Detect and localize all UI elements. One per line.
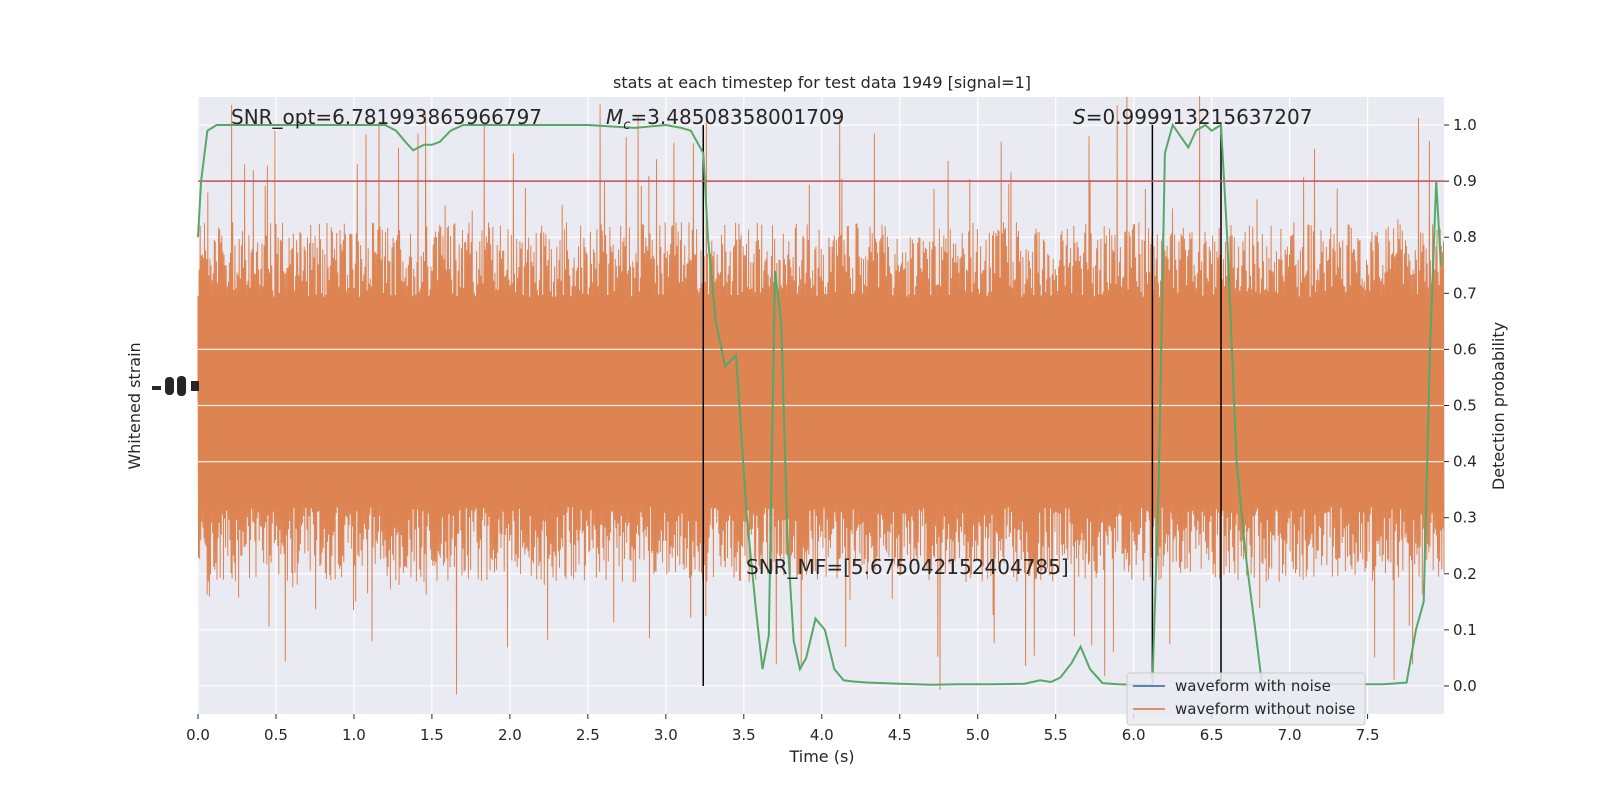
x-tick-label: 5.5 [1044,726,1068,744]
x-axis-ticks: 0.0 0.5 1.0 1.5 2.0 2.5 3.0 3.5 4.0 4.5 5.0 5.5 6.0 6… [186,714,1380,744]
snr-opt-annotation: SNR_opt=6.781993865966797 [231,105,542,129]
x-tick-label: 2.0 [498,726,522,744]
legend: waveform with noise waveform without noi… [1126,672,1366,726]
chirp-mass-symbol: M [606,105,623,129]
detection-probability-line [197,122,1442,686]
s-annotation: S=0.999913215637207 [1073,105,1312,129]
x-tick-label: 7.0 [1278,726,1302,744]
y-tick-label: 0.9 [1453,172,1477,190]
y-tick-label: 0.1 [1453,621,1477,639]
right-axis-ticks: 0.0 0.1 0.2 0.3 0.4 0.5 0.6 0.7 0.8 0.9 1.0 [1444,116,1477,695]
x-tick-label: 7.5 [1356,726,1380,744]
s-symbol: S [1073,105,1086,129]
legend-box [1126,672,1366,726]
clean-waveform-series [197,96,1445,695]
x-axis-label: Time (s) [788,747,854,766]
y-axis-label-left: Whitened strain [125,342,144,469]
chirp-mass-subscript: c [623,118,630,133]
x-tick-label: 2.5 [576,726,600,744]
chirp-mass-value: =3.48508358001709 [630,105,844,129]
x-tick-label: 1.0 [342,726,366,744]
detection-probability-series [197,122,1442,686]
x-tick-label: 0.5 [264,726,288,744]
y-tick-label: 0.7 [1453,284,1477,302]
y-tick-label: 1.0 [1453,116,1477,134]
x-tick-label: 1.5 [420,726,444,744]
x-tick-label: 3.5 [732,726,756,744]
x-tick-label: 4.0 [810,726,834,744]
clean-waveform-core [198,298,1444,506]
snr-mf-annotation: SNR_MF=[5.675042152404785] [746,555,1069,579]
y-tick-label: 0.3 [1453,509,1477,527]
x-tick-label: 6.5 [1200,726,1224,744]
x-tick-label: 3.0 [654,726,678,744]
y-tick-label: 0.0 [1453,677,1477,695]
y-tick-label: 0.2 [1453,565,1477,583]
s-value: =0.999913215637207 [1086,105,1313,129]
y-axis-label-right: Detection probability [1489,322,1508,490]
legend-label-clean: waveform without noise [1175,700,1355,718]
x-tick-label: 6.0 [1122,726,1146,744]
legend-label-noisy: waveform with noise [1175,677,1331,695]
x-tick-label: 0.0 [186,726,210,744]
y-tick-label: 0.8 [1453,228,1477,246]
y-tick-label: 0.6 [1453,340,1477,358]
x-tick-label: 5.0 [966,726,990,744]
chart-title: stats at each timestep for test data 194… [613,73,1031,92]
chirp-mass-annotation: Mc=3.48508358001709 [606,105,844,133]
y-tick-label: 0.5 [1453,397,1477,415]
vertical-marker-lines [702,125,1222,686]
y-tick-label: 0.4 [1453,453,1477,471]
x-tick-label: 4.5 [888,726,912,744]
left-axis-tick-labels [152,376,199,396]
